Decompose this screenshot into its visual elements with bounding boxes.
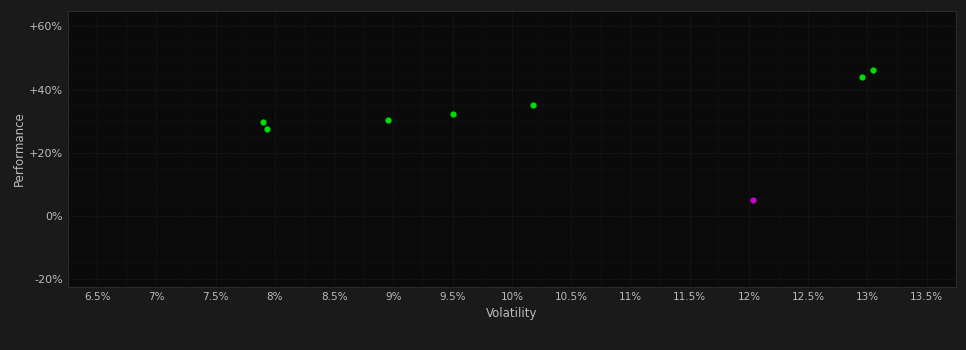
Y-axis label: Performance: Performance — [13, 111, 26, 186]
X-axis label: Volatility: Volatility — [486, 307, 538, 320]
